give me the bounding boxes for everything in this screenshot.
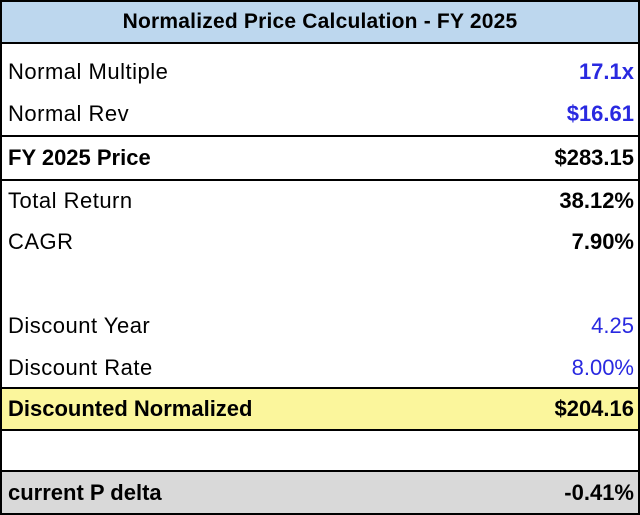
row-value: 4.25 — [591, 313, 634, 338]
row-label: Discounted Normalized — [8, 396, 253, 421]
row-spacer — [2, 431, 638, 472]
row-cagr: CAGR 7.90% — [2, 221, 638, 263]
row-value: 38.12% — [559, 188, 634, 213]
row-label: Total Return — [8, 188, 133, 213]
row-value: $204.16 — [554, 396, 634, 421]
row-value: 7.90% — [571, 229, 634, 254]
table-header: Normalized Price Calculation - FY 2025 — [2, 0, 638, 44]
row-label: CAGR — [8, 229, 74, 254]
row-value: 8.00% — [571, 355, 634, 380]
row-normal-multiple: Normal Multiple 17.1x — [2, 51, 638, 93]
row-label: current P delta — [8, 479, 162, 505]
row-value: 17.1x — [578, 59, 634, 84]
row-label: Discount Rate — [8, 355, 153, 380]
row-fy-2025-price: FY 2025 Price $283.15 — [2, 135, 638, 179]
row-discount-rate: Discount Rate 8.00% — [2, 347, 638, 389]
row-discount-year: Discount Year 4.25 — [2, 305, 638, 347]
row-label: FY 2025 Price — [8, 145, 151, 170]
row-spacer — [2, 263, 638, 305]
row-current-p-delta: current P delta -0.41% — [2, 472, 638, 515]
row-value: -0.41% — [564, 479, 634, 505]
row-normal-rev: Normal Rev $16.61 — [2, 93, 638, 135]
row-value: $283.15 — [554, 145, 634, 170]
row-value: $16.61 — [566, 101, 634, 126]
table-title: Normalized Price Calculation - FY 2025 — [122, 10, 518, 33]
row-label: Normal Rev — [8, 101, 130, 126]
row-label: Discount Year — [8, 313, 151, 338]
row-total-return: Total Return 38.12% — [2, 179, 638, 221]
row-label: Normal Multiple — [8, 59, 169, 84]
row-discounted-normalized: Discounted Normalized $204.16 — [2, 387, 638, 431]
